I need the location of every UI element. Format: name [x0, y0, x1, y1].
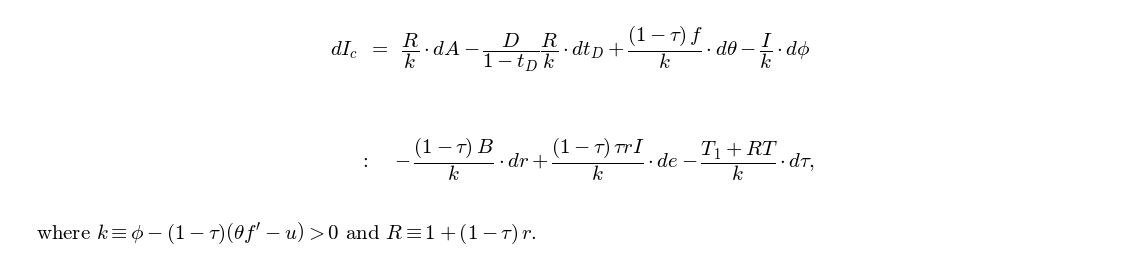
Text: $dI_c \;\; = \;\; \dfrac{R}{k} \cdot dA - \dfrac{D}{1-t_D}\dfrac{R}{k} \cdot dt_: $dI_c \;\; = \;\; \dfrac{R}{k} \cdot dA …: [329, 24, 811, 74]
Text: $: \quad -\dfrac{(1-\tau)\,B}{k} \cdot dr + \dfrac{(1-\tau)\,\tau r I}{k} \cdot : $: \quad -\dfrac{(1-\tau)\,B}{k} \cdot d…: [359, 136, 815, 183]
Text: $\text{where } k \equiv \phi - (1-\tau)\left(\theta f' - u\right) > 0\text{ and : $\text{where } k \equiv \phi - (1-\tau)\…: [35, 221, 536, 246]
